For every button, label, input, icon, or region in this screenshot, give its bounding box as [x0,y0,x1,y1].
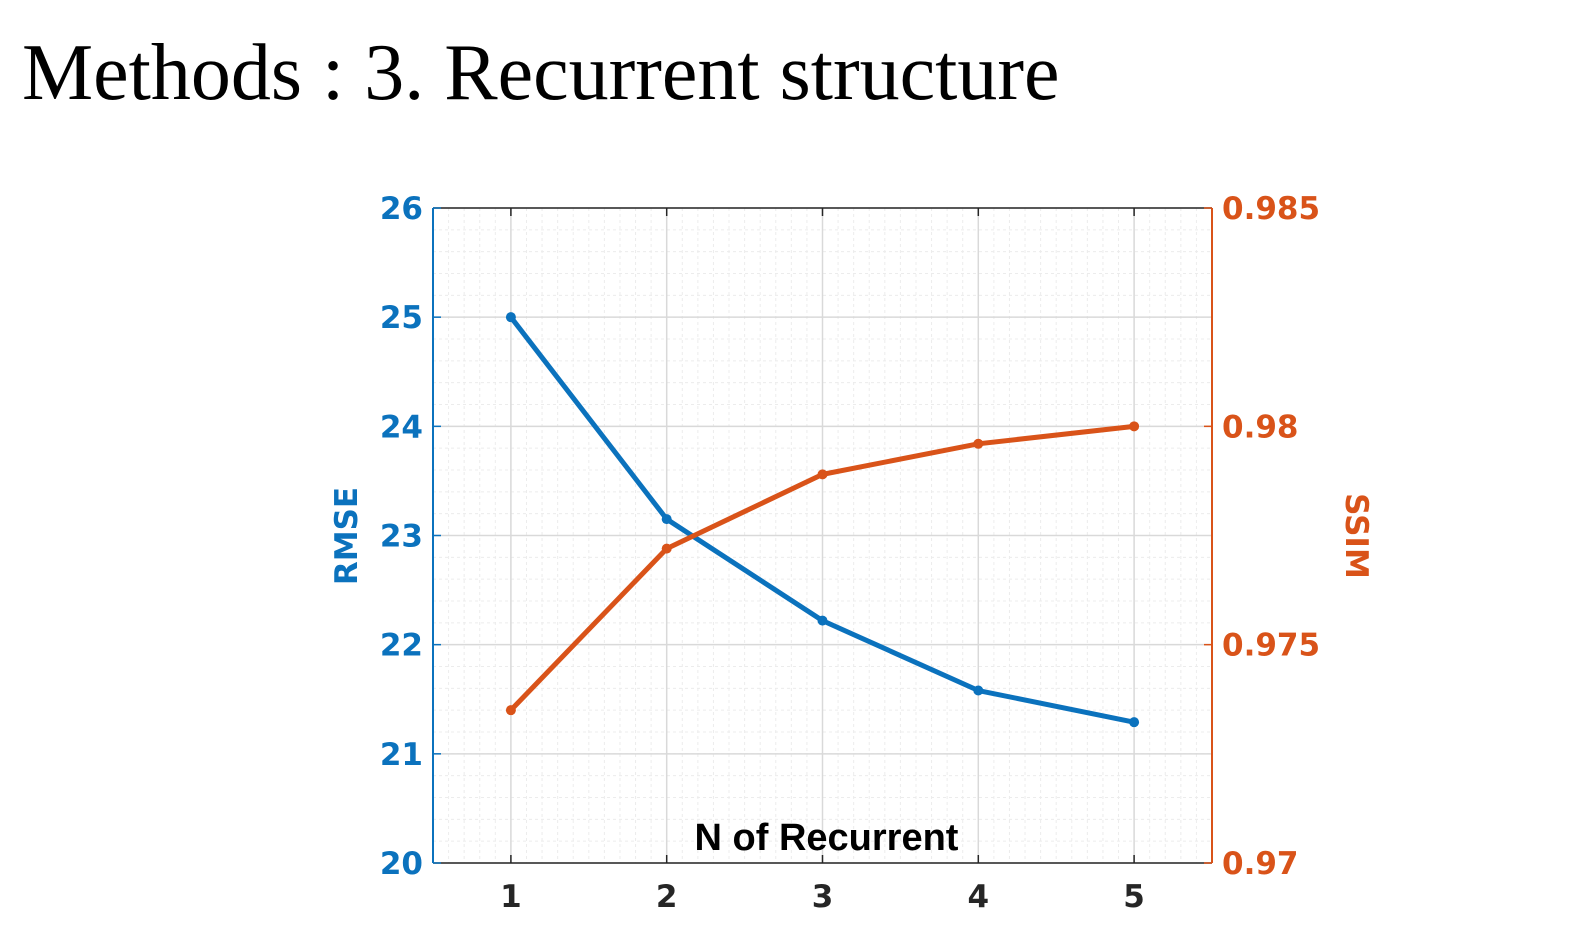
y-tick-label: 20 [380,846,423,882]
slide-title: Methods : 3. Recurrent structure [22,29,1060,117]
x-axis-label: N of Recurrent [695,817,959,859]
y-tick-label: 26 [380,191,423,227]
y2-tick-label: 0.97 [1222,846,1299,882]
data-point-rmse [817,615,828,626]
data-point-ssim [817,469,828,480]
x-tick-label: 3 [812,879,834,915]
x-tick-label: 2 [656,879,678,915]
y-axis-label-rmse: RMSE [329,487,365,585]
x-tick-label: 4 [968,879,990,915]
data-point-ssim [661,543,672,554]
data-point-rmse [505,312,516,323]
y2-tick-label: 0.985 [1222,191,1320,227]
x-tick-label: 1 [500,879,522,915]
y-tick-label: 22 [380,628,423,664]
data-point-ssim [1129,421,1140,432]
data-point-ssim [505,705,516,716]
plot-frame [432,207,1213,864]
y2-tick-label: 0.975 [1222,628,1320,664]
y-axis-label-ssim: SSIM [1338,493,1374,579]
y-tick-label: 24 [380,409,423,445]
x-tick-label: 5 [1123,879,1145,915]
y2-tick-label: 0.98 [1222,409,1299,445]
series-layer [505,312,1140,728]
data-point-rmse [973,685,984,696]
major-gridlines [433,207,1212,864]
y-tick-label: 23 [380,519,423,555]
data-point-ssim [973,438,984,449]
y-tick-label: 25 [380,300,423,336]
data-point-rmse [661,514,672,525]
data-point-rmse [1129,717,1140,728]
y-tick-label: 21 [380,737,423,773]
